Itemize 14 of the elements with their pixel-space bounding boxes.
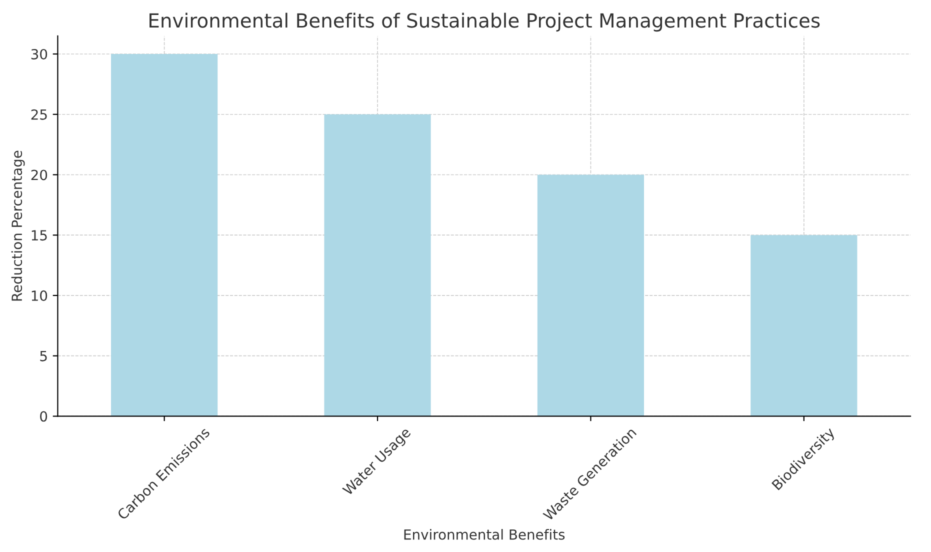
- y-tick-label: 20: [31, 170, 48, 180]
- chart-title: Environmental Benefits of Sustainable Project Management Practices: [150, 12, 820, 32]
- bar: [324, 114, 431, 416]
- bar: [750, 235, 858, 416]
- y-tick-label: 30: [31, 48, 48, 60]
- y-tick-label: 25: [31, 109, 47, 120]
- y-tick-label: 0: [40, 411, 48, 422]
- y-axis-title: Reduction Percentage: [11, 150, 25, 301]
- bar: [111, 54, 218, 416]
- x-axis-title: Environmental Benefits: [404, 529, 565, 540]
- y-tick-label: 5: [40, 350, 47, 362]
- bar: [537, 174, 644, 416]
- y-tick-label: 15: [32, 230, 47, 241]
- y-tick-label: 10: [32, 290, 48, 301]
